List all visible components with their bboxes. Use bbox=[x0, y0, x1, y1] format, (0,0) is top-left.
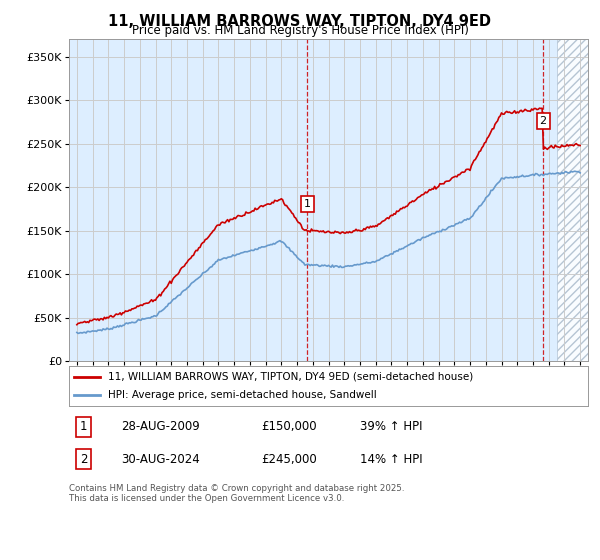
Text: £150,000: £150,000 bbox=[261, 420, 317, 433]
Text: 1: 1 bbox=[80, 420, 87, 433]
Text: 28-AUG-2009: 28-AUG-2009 bbox=[121, 420, 200, 433]
Text: Contains HM Land Registry data © Crown copyright and database right 2025.
This d: Contains HM Land Registry data © Crown c… bbox=[69, 484, 404, 503]
Text: HPI: Average price, semi-detached house, Sandwell: HPI: Average price, semi-detached house,… bbox=[108, 390, 377, 400]
Text: 11, WILLIAM BARROWS WAY, TIPTON, DY4 9ED: 11, WILLIAM BARROWS WAY, TIPTON, DY4 9ED bbox=[109, 14, 491, 29]
Bar bbox=[557, 39, 588, 361]
Text: 14% ↑ HPI: 14% ↑ HPI bbox=[359, 452, 422, 466]
Text: £245,000: £245,000 bbox=[261, 452, 317, 466]
Text: 1: 1 bbox=[304, 199, 311, 209]
Text: 11, WILLIAM BARROWS WAY, TIPTON, DY4 9ED (semi-detached house): 11, WILLIAM BARROWS WAY, TIPTON, DY4 9ED… bbox=[108, 372, 473, 382]
Text: 30-AUG-2024: 30-AUG-2024 bbox=[121, 452, 200, 466]
Text: 39% ↑ HPI: 39% ↑ HPI bbox=[359, 420, 422, 433]
Text: Price paid vs. HM Land Registry's House Price Index (HPI): Price paid vs. HM Land Registry's House … bbox=[131, 24, 469, 37]
Text: 2: 2 bbox=[80, 452, 87, 466]
Text: 2: 2 bbox=[539, 116, 547, 126]
